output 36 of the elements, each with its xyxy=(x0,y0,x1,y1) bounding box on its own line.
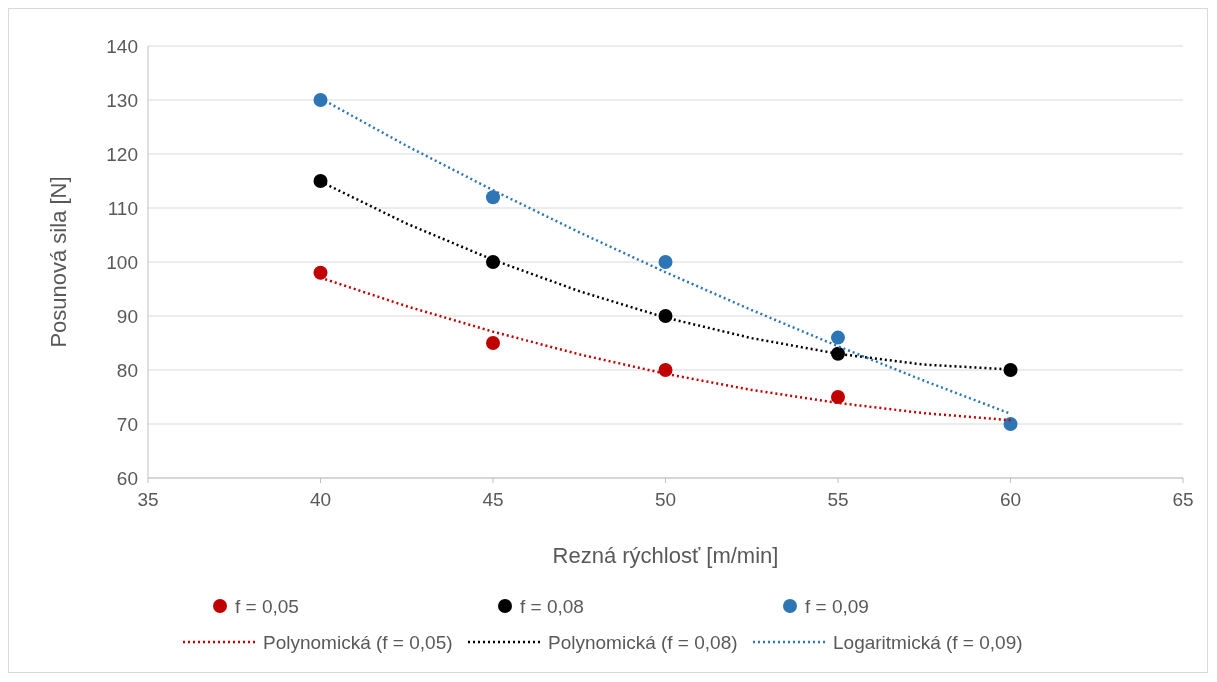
y-tick-label: 80 xyxy=(116,360,138,381)
point xyxy=(486,336,500,350)
x-tick-label: 50 xyxy=(654,489,677,510)
legend-label: f = 0,09 xyxy=(805,596,869,617)
x-tick-label: 40 xyxy=(309,489,332,510)
y-tick-label: 120 xyxy=(106,144,138,165)
x-tick-label: 60 xyxy=(999,489,1022,510)
point xyxy=(1003,363,1018,377)
x-tick-label: 35 xyxy=(137,489,159,510)
point xyxy=(658,363,673,377)
legend-label: f = 0,05 xyxy=(235,596,299,617)
y-tick-label: 100 xyxy=(106,252,138,273)
point xyxy=(313,265,328,280)
legend-label: f = 0,08 xyxy=(520,596,584,617)
point xyxy=(313,174,328,188)
x-tick-label: 55 xyxy=(827,489,849,510)
legend-label: Logaritmická (f = 0,09) xyxy=(833,632,1023,653)
x-axis-title: Rezná rýchlosť [m/min] xyxy=(552,543,779,568)
legend-label: Polynomická (f = 0,05) xyxy=(263,632,453,653)
y-tick-label: 140 xyxy=(106,36,138,57)
point xyxy=(831,390,845,404)
x-tick-label: 45 xyxy=(482,489,504,510)
y-tick-label: 110 xyxy=(107,198,138,219)
point xyxy=(486,190,500,205)
point xyxy=(1003,417,1018,431)
y-tick-label: 70 xyxy=(116,414,138,435)
point xyxy=(658,255,673,269)
point xyxy=(313,93,328,107)
y-tick-label: 130 xyxy=(106,90,138,111)
point xyxy=(831,330,845,345)
point xyxy=(486,255,500,269)
y-tick-label: 90 xyxy=(116,306,138,327)
y-axis-title: Posunová sila [N] xyxy=(46,176,71,348)
y-tick-label: 60 xyxy=(116,468,138,489)
legend-label: Polynomická (f = 0,08) xyxy=(548,632,738,653)
x-tick-label: 65 xyxy=(1172,489,1194,510)
